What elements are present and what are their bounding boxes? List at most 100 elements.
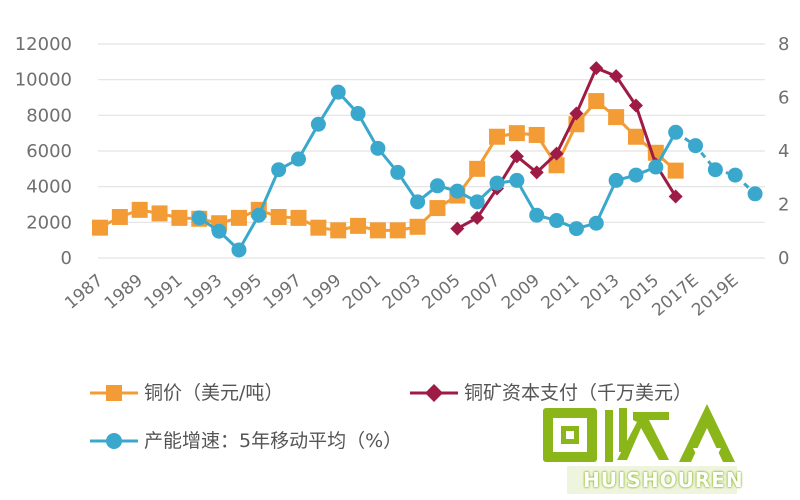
data-point-square [667,162,684,179]
data-point-circle [727,167,743,183]
data-point-square [528,126,545,143]
y-axis-left: 0 2000 4000 6000 8000 10000 12000 [15,34,72,269]
legend-item-copper-price: 铜价（美元/吨） [88,380,388,406]
y-left-tick-label: 6000 [26,141,72,162]
watermark-subtext: HUISHOUREN [583,468,744,492]
legend-label-copper-price: 铜价（美元/吨） [144,382,284,404]
data-point-circle [688,138,704,154]
x-tick-label: 2003 [379,271,425,314]
data-point-square [230,209,247,226]
data-point-square [111,208,128,225]
data-point-square [588,93,605,110]
data-point-circle [370,140,386,156]
series-3 [191,84,763,258]
x-tick-label: 1989 [101,271,147,314]
data-point-circle [648,159,664,175]
data-point-circle [529,207,545,223]
data-point-circle [410,194,426,210]
legend-item-copper-capex: 铜矿资本支付（千万美元） [408,380,748,406]
data-point-circle [330,84,346,100]
data-point-square [131,201,148,218]
data-point-square [409,218,426,235]
data-point-circle [390,164,406,180]
data-point-circle [489,175,505,191]
data-point-circle [588,215,604,231]
data-point-circle [668,124,684,140]
legend-label-capacity-growth: 产能增速：5年移动平均（%） [144,430,403,452]
y-left-tick-label: 8000 [26,105,72,126]
y-axis-right: 0 2 4 6 8 [778,34,789,269]
x-tick-label: 1995 [220,271,266,314]
data-point-square [627,128,644,145]
data-point-circle [231,242,247,258]
data-point-circle [429,178,445,194]
x-tick-label: 1993 [180,271,226,314]
y-right-tick-label: 0 [778,248,789,269]
data-point-circle [449,183,465,199]
data-point-square [290,209,307,226]
legend-marker-diamond [410,384,458,402]
chart-series-layer [92,61,763,258]
data-point-square [508,125,525,142]
y-left-tick-label: 2000 [26,212,72,233]
data-point-circle [191,210,207,226]
x-tick-label: 1987 [61,271,107,314]
data-point-square [171,209,188,226]
data-point-circle [251,207,267,223]
y-right-tick-label: 2 [778,195,789,216]
data-point-square [330,222,347,239]
y-left-tick-label: 12000 [15,34,72,55]
x-tick-label: 1997 [260,271,306,314]
x-tick-label: 2005 [419,271,465,314]
data-point-square [429,200,446,217]
data-point-circle [568,221,584,237]
data-point-diamond [589,61,604,76]
data-point-circle [707,162,723,178]
data-point-circle [549,213,565,229]
data-point-circle [310,116,326,132]
legend-label-copper-capex: 铜矿资本支付（千万美元） [464,382,693,404]
data-point-diamond [529,165,544,180]
x-tick-label: 2001 [339,271,385,314]
data-point-circle [628,167,644,183]
data-point-square [548,157,565,174]
y-left-tick-label: 4000 [26,177,72,198]
x-tick-label: 2013 [577,271,623,314]
legend-marker-square [90,385,138,401]
x-tick-label: 2011 [538,271,584,314]
x-tick-label: 1999 [299,271,345,314]
x-axis: 1987198919911993199519971999200120032005… [61,271,742,321]
y-right-tick-label: 6 [778,88,789,109]
y-right-tick-label: 8 [778,34,789,55]
data-point-circle [350,106,366,122]
x-tick-label: 2007 [458,271,504,314]
x-tick-label: 1991 [141,271,187,314]
x-tick-label: 2009 [498,271,544,314]
data-point-diamond [609,69,624,84]
series-2 [450,61,683,236]
data-point-square [608,109,625,126]
data-point-diamond [628,98,643,113]
series-line [456,66,677,230]
data-point-circle [211,223,227,239]
data-point-square [350,217,367,234]
data-point-diamond [668,189,683,204]
data-point-square [489,128,506,145]
data-point-square [469,160,486,177]
data-point-square [369,222,386,239]
legend-marker-circle [90,433,138,449]
watermark-logo: HUISHOUREN [537,398,743,496]
y-left-tick-label: 0 [61,248,72,269]
data-point-circle [509,172,525,188]
data-point-square [92,219,108,236]
data-point-square [310,219,327,236]
data-point-diamond [470,210,485,225]
data-point-square [270,208,287,225]
data-point-circle [291,151,307,167]
data-point-circle [469,194,485,210]
y-left-tick-label: 10000 [15,70,72,91]
y-right-tick-label: 4 [778,141,789,162]
watermark-graphic [543,404,737,494]
data-point-circle [747,186,763,202]
